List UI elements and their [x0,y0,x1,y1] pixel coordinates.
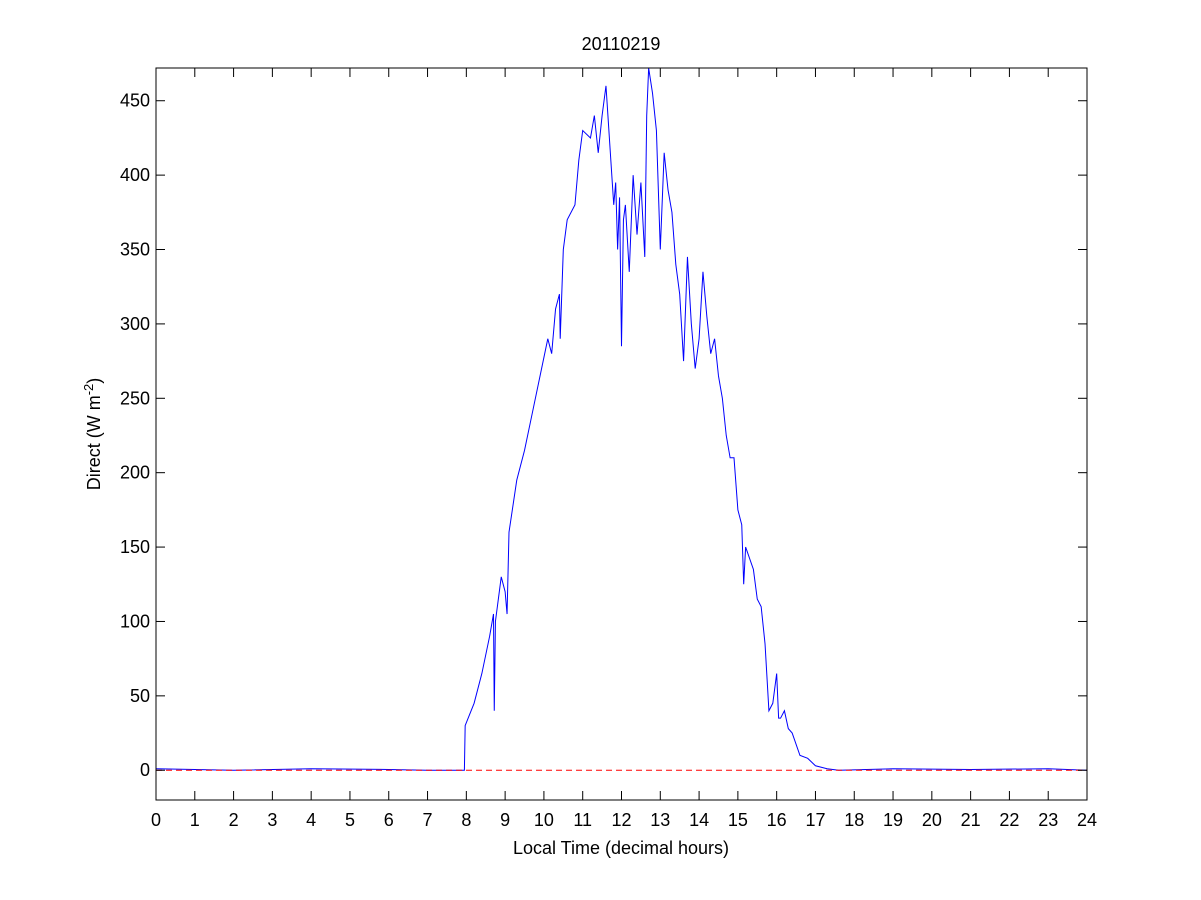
x-tick-label: 4 [306,810,316,830]
chart-title: 20110219 [582,34,661,54]
y-tick-label: 0 [140,760,150,780]
x-tick-label: 0 [151,810,161,830]
y-tick-label: 200 [120,463,150,483]
x-tick-label: 8 [461,810,471,830]
x-tick-label: 23 [1038,810,1058,830]
y-tick-label: 450 [120,91,150,111]
x-tick-label: 6 [384,810,394,830]
x-tick-label: 7 [423,810,433,830]
y-tick-label: 350 [120,240,150,260]
x-tick-label: 19 [883,810,903,830]
x-tick-label: 22 [999,810,1019,830]
y-tick-label: 100 [120,611,150,631]
x-tick-label: 17 [805,810,825,830]
x-tick-label: 18 [844,810,864,830]
y-tick-label: 150 [120,537,150,557]
x-tick-label: 16 [767,810,787,830]
x-tick-label: 15 [728,810,748,830]
y-axis-label: Direct (W m-2) [81,378,104,491]
x-tick-label: 12 [611,810,631,830]
data-line [156,68,1087,771]
x-tick-label: 13 [650,810,670,830]
x-tick-label: 21 [961,810,981,830]
y-label-end: ) [84,378,104,384]
y-tick-label: 300 [120,314,150,334]
x-tick-label: 3 [267,810,277,830]
x-tick-label: 11 [573,810,592,830]
x-tick-label: 10 [534,810,554,830]
x-tick-label: 9 [500,810,510,830]
y-tick-label: 50 [130,686,150,706]
y-label-text: Direct (W m [84,395,104,490]
x-tick-label: 20 [922,810,942,830]
x-tick-label: 2 [229,810,239,830]
x-axis-label: Local Time (decimal hours) [513,838,729,858]
x-tick-label: 14 [689,810,709,830]
y-tick-label: 250 [120,388,150,408]
y-label-sup: -2 [81,384,96,396]
x-tick-label: 5 [345,810,355,830]
x-tick-label: 24 [1077,810,1097,830]
y-tick-label: 400 [120,165,150,185]
x-tick-label: 1 [190,810,200,830]
